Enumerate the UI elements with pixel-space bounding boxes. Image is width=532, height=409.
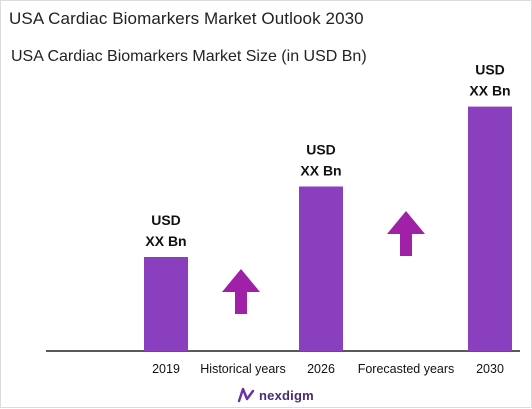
data-label-2019-2: XX Bn (145, 233, 186, 249)
data-label-2030-1: USD (475, 62, 505, 78)
chart-subtitle: USA Cardiac Biomarkers Market Size (in U… (11, 48, 367, 65)
annotation-label-2: Forecasted years (358, 362, 455, 376)
x-tick-label-2026: 2026 (307, 362, 335, 376)
bar-2030 (468, 106, 512, 351)
bar-2026 (299, 186, 343, 351)
nexdigm-logo-icon (237, 387, 255, 403)
bar-2019 (144, 257, 188, 351)
logo-text: nexdigm (259, 387, 314, 403)
data-label-2026-1: USD (306, 142, 336, 158)
x-tick-label-2019: 2019 (152, 362, 180, 376)
data-label-2019-1: USD (151, 212, 181, 228)
data-label-2030-2: XX Bn (469, 83, 510, 99)
annotation-label-1: Historical years (200, 362, 285, 376)
nexdigm-logo: nexdigm (237, 387, 314, 403)
trend-arrow-up-icon-2 (387, 211, 425, 256)
x-tick-label-2030: 2030 (476, 362, 504, 376)
trend-arrow-up-icon-1 (222, 269, 260, 314)
data-label-2026-2: XX Bn (300, 163, 341, 179)
chart-title: USA Cardiac Biomarkers Market Outlook 20… (9, 9, 364, 28)
